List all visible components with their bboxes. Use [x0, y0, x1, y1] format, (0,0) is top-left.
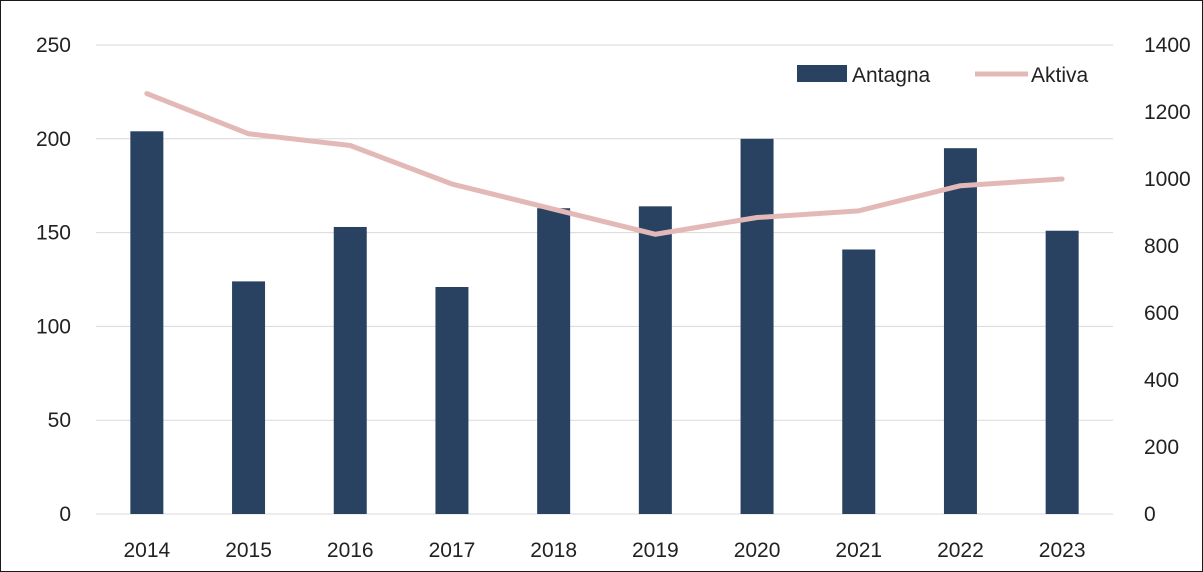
- y-left-tick-label: 200: [36, 128, 71, 151]
- y-axis-left: 0 50 100 150 200 250: [36, 34, 71, 526]
- legend-label-aktiva: Aktiva: [1031, 64, 1089, 87]
- line-aktiva-path: [144, 91, 1065, 237]
- x-tick-label: 2020: [734, 539, 781, 562]
- x-tick-label: 2014: [123, 539, 170, 562]
- y-axis-right: 0 200 400 600 800 1000 1200 1400: [1144, 34, 1191, 526]
- x-tick-label: 2015: [225, 539, 272, 562]
- bar-series-antagna: [130, 131, 1079, 515]
- bar-antagna-2017: [435, 287, 469, 514]
- line-series-aktiva: [144, 91, 1065, 237]
- x-tick-label: 2016: [327, 539, 374, 562]
- y-right-tick-label: 1400: [1144, 34, 1191, 57]
- y-left-tick-label: 100: [36, 315, 71, 338]
- y-left-tick-label: 150: [36, 222, 71, 245]
- x-tick-label: 2019: [632, 539, 679, 562]
- x-tick-label: 2022: [937, 539, 984, 562]
- bar-antagna-2016: [333, 226, 367, 515]
- x-tick-label: 2023: [1039, 539, 1086, 562]
- y-right-tick-label: 1200: [1144, 101, 1191, 124]
- y-right-tick-label: 0: [1144, 503, 1156, 526]
- y-left-tick-label: 50: [48, 409, 71, 432]
- bar-antagna-2015: [232, 281, 266, 514]
- x-tick-label: 2017: [429, 539, 476, 562]
- y-left-tick-label: 0: [59, 503, 71, 526]
- bar-antagna-2023: [1045, 230, 1079, 514]
- legend-label-antagna: Antagna: [852, 64, 931, 87]
- y-right-tick-label: 600: [1144, 302, 1179, 325]
- legend: Antagna Aktiva: [797, 64, 1089, 87]
- y-right-tick-label: 1000: [1144, 168, 1191, 191]
- y-right-tick-label: 400: [1144, 369, 1179, 392]
- x-tick-label: 2018: [530, 539, 577, 562]
- y-right-tick-label: 800: [1144, 235, 1179, 258]
- y-right-tick-label: 200: [1144, 436, 1179, 459]
- bar-antagna-2021: [842, 249, 876, 514]
- bar-antagna-2018: [537, 208, 571, 514]
- bar-antagna-2022: [943, 148, 977, 514]
- x-axis: 2014 2015 2016 2017 2018 2019 2020 2021 2022 2023: [123, 539, 1085, 562]
- bar-antagna-2019: [638, 206, 672, 514]
- y-left-tick-label: 250: [36, 34, 71, 57]
- gridlines: [96, 44, 1113, 515]
- bar-antagna-2014: [130, 131, 164, 514]
- x-tick-label: 2021: [835, 539, 882, 562]
- legend-swatch-antagna: [797, 65, 847, 82]
- bar-antagna-2020: [740, 138, 774, 515]
